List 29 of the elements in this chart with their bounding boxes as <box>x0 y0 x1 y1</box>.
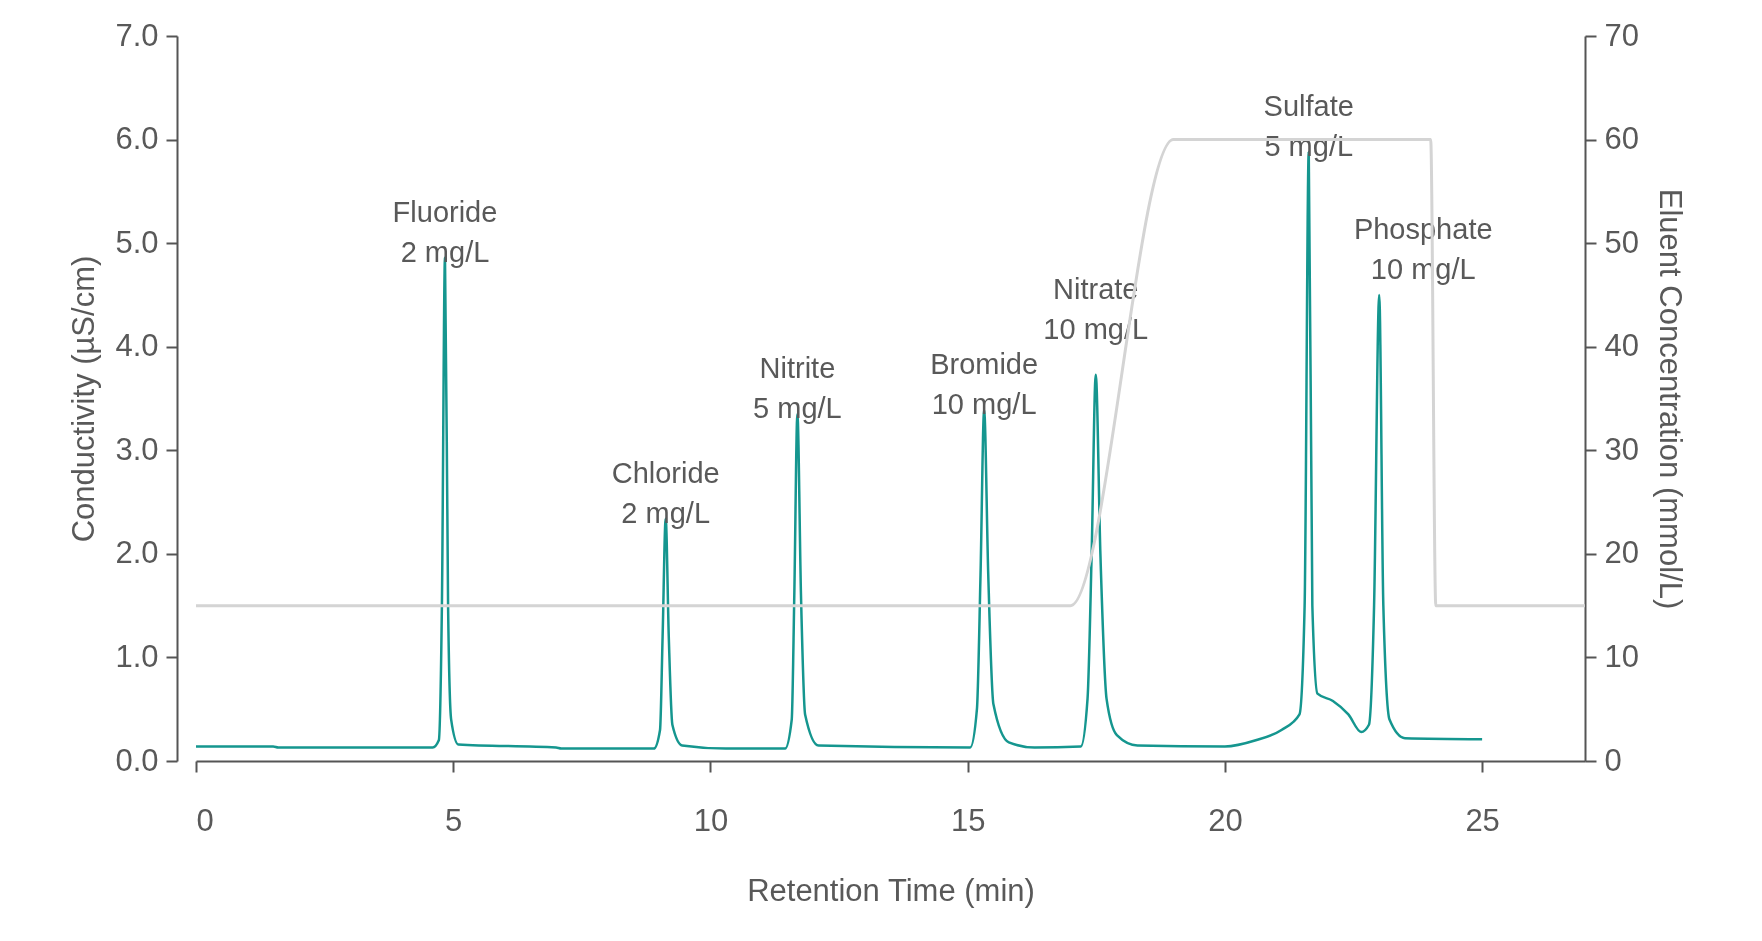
annotation: Fluoride 2 mg/L <box>392 195 498 268</box>
x-tick-label: 10 <box>693 802 729 838</box>
y-tick-label: 2.0 <box>115 535 159 571</box>
x-tick-label: 20 <box>1208 802 1243 838</box>
y2-tick-label: 20 <box>1604 535 1639 571</box>
y-tick-label: 6.0 <box>115 121 159 157</box>
y-axis-title: Conductivity (µS/cm) <box>66 255 102 543</box>
annotation: Nitrite 5 mg/L <box>753 352 842 425</box>
y-tick-label: 0.0 <box>115 742 159 778</box>
y-tick-label: 7.0 <box>115 17 159 53</box>
x-tick-label: 25 <box>1465 802 1500 838</box>
y-tick-label: 5.0 <box>115 224 159 260</box>
x-tick-label: 5 <box>445 802 463 838</box>
x-axis-title: Retention Time (min) <box>747 872 1035 908</box>
y-tick-label: 1.0 <box>115 638 159 674</box>
x-tick-label: 15 <box>950 802 986 838</box>
annotation: Bromide 10 mg/L <box>930 347 1039 420</box>
annotation: Chloride 2 mg/L <box>611 456 720 529</box>
y2-tick-label: 10 <box>1604 638 1639 674</box>
y2-tick-label: 60 <box>1604 121 1639 157</box>
y2-tick-label: 0 <box>1604 742 1622 778</box>
x-tick-label: 0 <box>196 802 214 838</box>
y2-tick-label: 40 <box>1604 328 1639 364</box>
y2-axis-title: Eluent Concentration (mmol/L) <box>1652 188 1688 610</box>
y2-tick-label: 30 <box>1604 431 1639 467</box>
y-tick-label: 3.0 <box>115 431 159 467</box>
y2-tick-label: 70 <box>1604 17 1639 53</box>
y2-tick-label: 50 <box>1604 224 1639 260</box>
y-tick-label: 4.0 <box>115 328 159 364</box>
